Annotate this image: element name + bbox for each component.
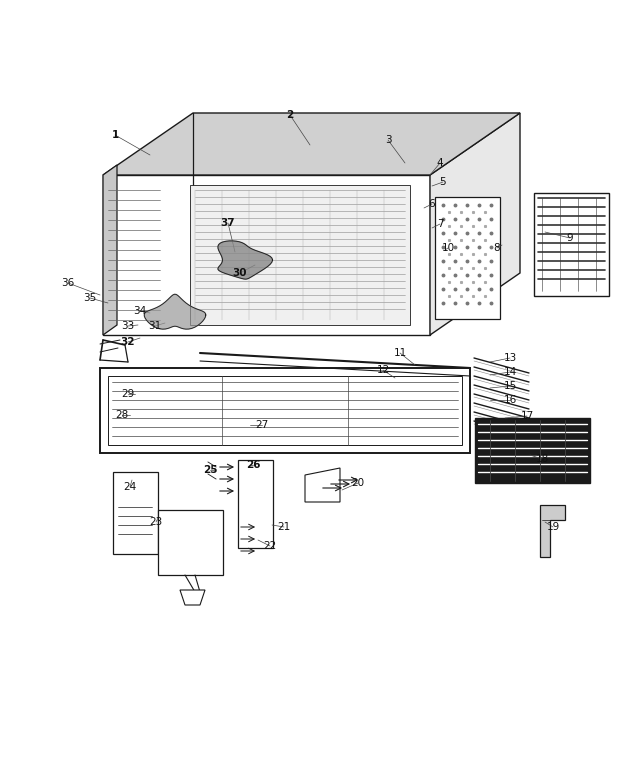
Text: 9: 9 (567, 233, 574, 243)
Text: 1: 1 (112, 130, 118, 140)
Text: 18: 18 (536, 454, 549, 464)
Circle shape (252, 502, 259, 509)
Text: 29: 29 (122, 389, 135, 399)
Text: 30: 30 (232, 268, 247, 278)
Text: 8: 8 (494, 243, 500, 253)
Circle shape (252, 519, 259, 526)
Text: 6: 6 (428, 199, 435, 209)
Bar (158, 510, 223, 575)
Text: 16: 16 (503, 395, 516, 405)
Text: 33: 33 (122, 321, 135, 331)
Text: 4: 4 (436, 158, 443, 168)
Circle shape (168, 533, 176, 541)
Circle shape (127, 481, 145, 499)
Text: 11: 11 (393, 348, 407, 358)
Text: 37: 37 (221, 218, 236, 228)
Text: 34: 34 (133, 306, 146, 316)
Polygon shape (180, 590, 205, 605)
Text: eReplacementParts.com: eReplacementParts.com (200, 386, 420, 404)
Text: 27: 27 (255, 420, 268, 430)
Text: 25: 25 (203, 465, 217, 475)
Circle shape (183, 533, 191, 541)
Text: 7: 7 (436, 219, 443, 229)
Bar (113, 472, 158, 554)
Circle shape (168, 518, 176, 526)
Circle shape (168, 548, 176, 556)
Circle shape (198, 518, 206, 526)
Text: 24: 24 (123, 482, 136, 492)
Text: 28: 28 (115, 410, 128, 420)
Text: 23: 23 (149, 517, 162, 527)
Polygon shape (218, 241, 273, 279)
Polygon shape (103, 165, 117, 335)
Text: 10: 10 (441, 243, 454, 253)
Text: 12: 12 (376, 365, 389, 375)
Text: 14: 14 (503, 367, 516, 377)
Polygon shape (430, 113, 520, 335)
Polygon shape (540, 505, 565, 557)
Text: 19: 19 (546, 522, 560, 532)
Text: 22: 22 (264, 541, 277, 551)
Text: 17: 17 (520, 411, 534, 421)
Text: 2: 2 (286, 110, 294, 120)
Text: 13: 13 (503, 353, 516, 363)
Text: 31: 31 (148, 321, 162, 331)
Polygon shape (103, 175, 430, 335)
Bar (108, 376, 462, 445)
Text: 26: 26 (246, 460, 260, 470)
Circle shape (198, 548, 206, 556)
Bar (238, 460, 273, 548)
Text: 32: 32 (121, 337, 135, 347)
Circle shape (183, 518, 191, 526)
Circle shape (252, 469, 259, 476)
Circle shape (198, 533, 206, 541)
Polygon shape (103, 113, 520, 175)
Bar (475, 418, 590, 483)
Bar (534, 193, 609, 296)
Circle shape (183, 548, 191, 556)
Text: 15: 15 (503, 381, 516, 391)
Circle shape (252, 486, 259, 493)
Text: 35: 35 (83, 293, 97, 303)
Polygon shape (305, 468, 340, 502)
Text: 20: 20 (352, 478, 365, 488)
Polygon shape (144, 294, 206, 329)
Text: 3: 3 (384, 135, 391, 145)
Bar (190, 185, 410, 325)
Bar (100, 368, 470, 453)
Text: 5: 5 (440, 177, 446, 187)
Text: 36: 36 (61, 278, 74, 288)
Bar (435, 197, 500, 319)
Text: 21: 21 (277, 522, 291, 532)
